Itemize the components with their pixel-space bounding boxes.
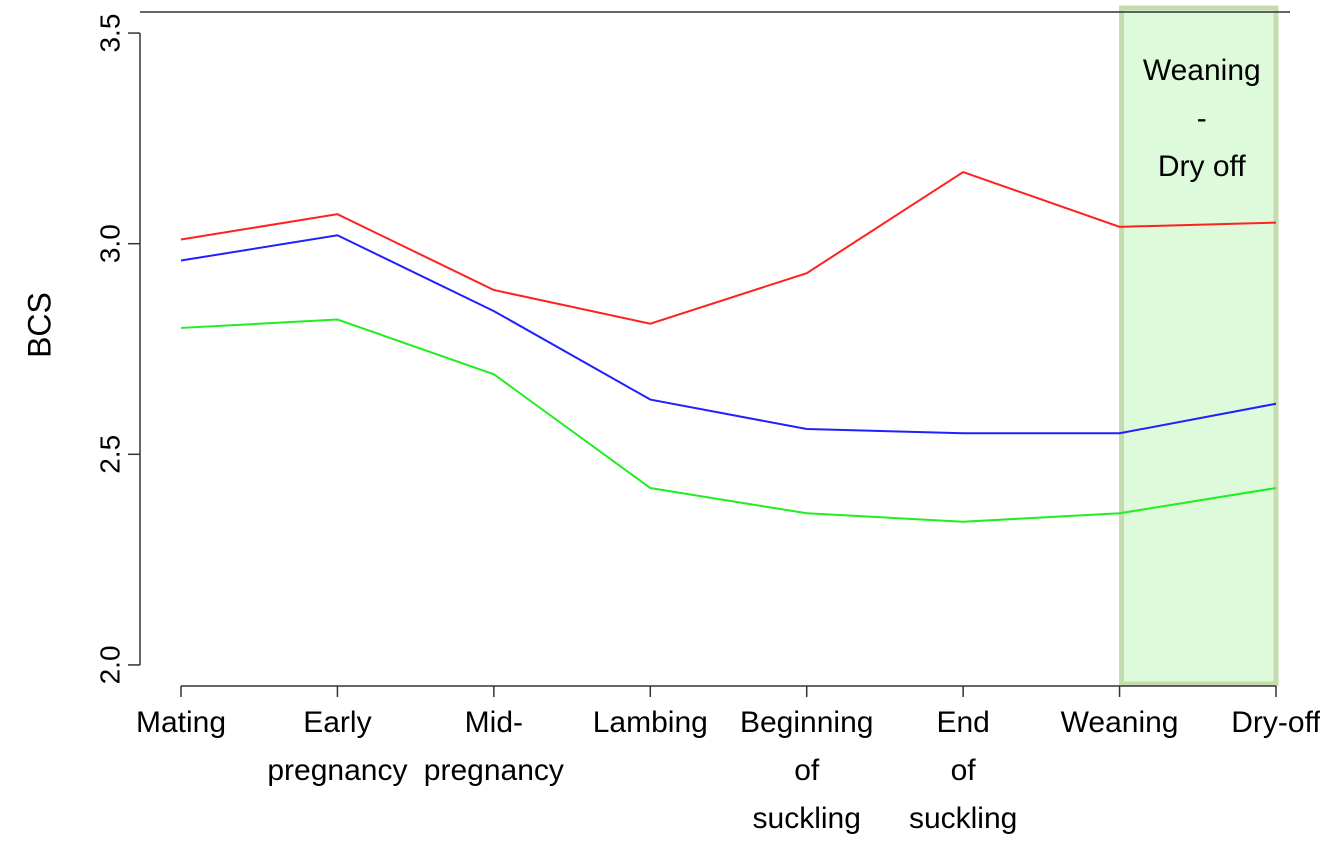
x-tick-label: of [951,754,977,787]
x-tick-label: Lambing [593,706,708,739]
x-tick-label: suckling [753,802,861,835]
annotation: Weaning [1143,54,1261,87]
series-line [180,234,1277,435]
x-tick-label: pregnancy [424,754,564,787]
x-tick-label: Weaning [1061,706,1179,739]
y-tick-label: 2.0 [94,645,125,684]
y-axis-label: BCS [21,292,57,358]
x-tick-label: pregnancy [267,754,407,787]
x-tick-label: Early [303,706,371,739]
y-tick-label: 2.5 [94,435,125,474]
series-line [180,318,1277,523]
annotation: Dry off [1158,150,1246,183]
x-tick-label: of [794,754,820,787]
y-tick-label: 3.5 [94,14,125,53]
series-line [180,170,1277,325]
x-tick-label: Beginning [740,706,873,739]
x-tick-label: Mid- [465,706,523,739]
annotation: - [1197,102,1207,135]
y-tick-label: 3.0 [94,224,125,263]
x-tick-label: suckling [909,802,1017,835]
x-tick-label: End [936,706,989,739]
x-tick-label: Mating [136,706,226,739]
highlight-band [1119,5,1279,687]
x-tick-label: Dry-off [1231,706,1320,739]
